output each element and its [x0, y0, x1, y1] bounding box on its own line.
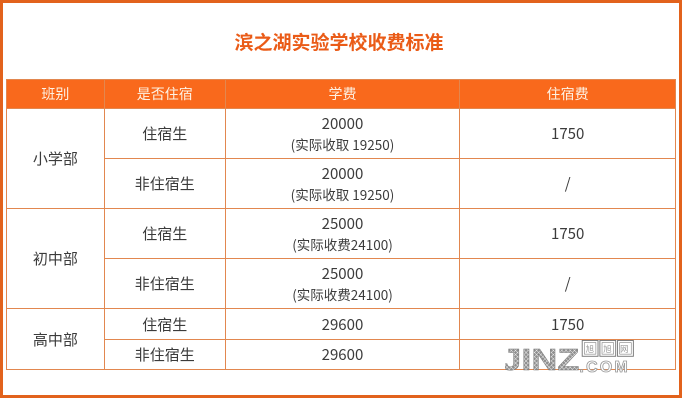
svg-text:.COM: .COM [579, 359, 630, 376]
svg-text:网: 网 [620, 343, 628, 355]
svg-text:JINZ: JINZ [505, 342, 579, 377]
svg-text:旭: 旭 [586, 343, 594, 355]
svg-text:旭: 旭 [603, 343, 611, 355]
